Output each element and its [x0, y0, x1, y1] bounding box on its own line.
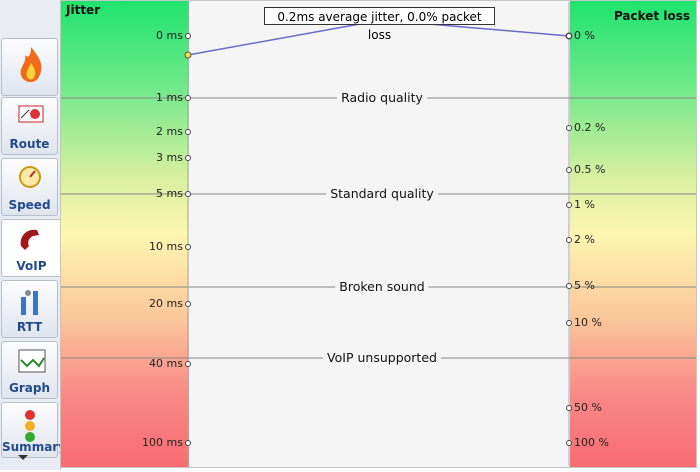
sidebar-tab[interactable]: Route — [1, 97, 58, 155]
tab-icon — [18, 349, 46, 373]
quality-label: Broken sound — [335, 278, 429, 294]
jitter-tick-label: 0 ms — [156, 29, 183, 42]
tab-overview[interactable] — [1, 38, 58, 96]
jitter-tick-label: 10 ms — [149, 240, 183, 253]
jitter-tick-label: 1 ms — [156, 91, 183, 104]
loss-tick-label: 0 % — [574, 29, 595, 42]
loss-tick-label: 2 % — [574, 233, 595, 246]
loss-tick — [566, 167, 572, 173]
tab-label: VoIP — [16, 259, 47, 273]
loss-title: Packet loss — [613, 9, 690, 23]
quality-label: Radio quality — [337, 89, 427, 105]
chart-panel — [60, 0, 697, 468]
jitter-tick — [185, 33, 191, 39]
tab-icon — [21, 290, 38, 315]
jitter-tick-label: 2 ms — [156, 125, 183, 138]
tab-icon — [19, 166, 41, 188]
tab-label: Route — [9, 137, 50, 151]
sidebar-tab[interactable]: RTT — [1, 280, 58, 338]
loss-tick-label: 1 % — [574, 198, 595, 211]
tab-label: Summary — [2, 440, 67, 454]
loss-tick-label: 10 % — [574, 316, 602, 329]
jitter-tick-label: 3 ms — [156, 151, 183, 164]
tab-label: Speed — [8, 198, 51, 212]
jitter-tick — [185, 129, 191, 135]
tab-label: Graph — [9, 381, 50, 395]
loss-tick — [566, 283, 572, 289]
summary-box: 0.2ms average jitter, 0.0% packet loss — [264, 7, 495, 42]
loss-tick — [566, 33, 572, 39]
loss-tick-label: 100 % — [574, 436, 609, 449]
jitter-tick — [185, 191, 191, 197]
sidebar: Route Speed VoIP RTT Graph Summary — [0, 0, 67, 470]
tab-icon — [20, 229, 39, 250]
loss-tick — [566, 440, 572, 446]
loss-tick — [566, 320, 572, 326]
loss-column — [570, 1, 696, 467]
loss-tick-label: 0.5 % — [574, 163, 606, 176]
jitter-column — [61, 1, 189, 467]
jitter-marker — [184, 51, 192, 59]
loss-tick — [566, 202, 572, 208]
sidebar-tab[interactable]: Graph — [1, 341, 58, 399]
jitter-tick — [185, 440, 191, 446]
jitter-tick-label: 40 ms — [149, 357, 183, 370]
scroll-arrow[interactable] — [18, 455, 28, 460]
jitter-tick — [185, 155, 191, 161]
flame-icon — [20, 47, 42, 83]
tab-icon — [18, 105, 44, 123]
loss-tick-label: 50 % — [574, 401, 602, 414]
jitter-tick — [185, 361, 191, 367]
sidebar-tab[interactable]: Speed — [1, 158, 58, 216]
sidebar-tab[interactable]: Summary — [1, 402, 67, 458]
loss-tick — [566, 405, 572, 411]
jitter-tick — [185, 244, 191, 250]
loss-tick — [566, 237, 572, 243]
loss-tick-label: 5 % — [574, 279, 595, 292]
jitter-tick-label: 5 ms — [156, 187, 183, 200]
tab-label: RTT — [16, 320, 43, 334]
tab-icon — [25, 410, 35, 442]
quality-label: Standard quality — [326, 185, 438, 201]
quality-label: VoIP unsupported — [323, 349, 441, 365]
jitter-title: Jitter — [66, 3, 101, 17]
jitter-tick — [185, 301, 191, 307]
jitter-tick — [185, 95, 191, 101]
loss-tick — [566, 125, 572, 131]
jitter-tick-label: 100 ms — [142, 436, 183, 449]
loss-tick-label: 0.2 % — [574, 121, 606, 134]
sidebar-tab[interactable]: VoIP — [1, 219, 62, 277]
jitter-tick-label: 20 ms — [149, 297, 183, 310]
